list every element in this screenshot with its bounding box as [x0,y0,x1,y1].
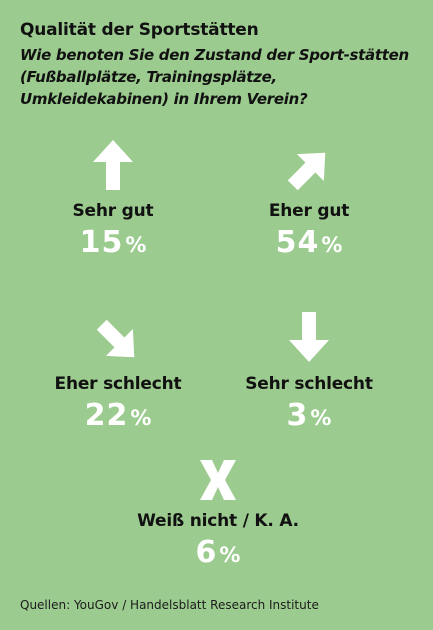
x-icon [200,460,236,500]
category-label: Weiß nicht / K. A. [137,511,299,531]
category-label: Eher gut [268,201,350,221]
item-weiss-nicht: Weiß nicht / K. A. 6% [118,458,318,568]
source-note: Quellen: YouGov / Handelsblatt Research … [20,598,319,612]
value-label: 6% [195,535,241,570]
category-label: Eher schlecht [54,374,182,394]
value-label: 22% [84,398,152,433]
item-sehr-gut: Sehr gut 15% [13,138,213,258]
category-label: Sehr schlecht [245,374,373,394]
arrow-up-icon [93,140,133,190]
arrow-down-right-icon [96,319,135,358]
item-eher-schlecht: Eher schlecht 22% [18,318,218,431]
value-label: 54% [275,225,343,260]
item-eher-gut: Eher gut 54% [209,146,409,258]
category-label: Sehr gut [72,201,154,221]
chart-subtitle: Wie benoten Sie den Zustand der Sport-st… [20,46,409,108]
arrow-down-icon [289,312,329,362]
arrow-up-right-icon [287,152,326,191]
chart-title: Qualität der Sportstätten [20,20,259,40]
value-label: 15% [79,225,147,260]
item-sehr-schlecht: Sehr schlecht 3% [209,310,409,431]
value-label: 3% [286,398,332,433]
